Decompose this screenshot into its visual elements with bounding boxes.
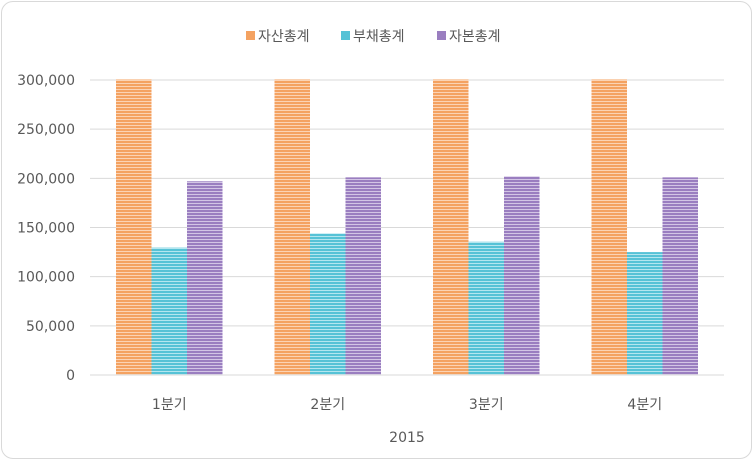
x-tick-label: 1분기 bbox=[152, 397, 187, 413]
y-tick-label: 150,000 bbox=[17, 221, 75, 237]
y-tick-label: 0 bbox=[66, 368, 75, 384]
y-axis-ticks: 0 50,000 100,000 150,000 200,000 250,000 300,0… bbox=[17, 73, 75, 384]
y-tick-label: 100,000 bbox=[17, 270, 75, 286]
bar-liability-1 bbox=[151, 247, 187, 375]
bar-asset-1 bbox=[116, 79, 152, 375]
x-tick-label: 3분기 bbox=[469, 397, 504, 413]
legend-label-equity: 자본총계 bbox=[449, 29, 501, 45]
x-axis-title: 2015 bbox=[389, 430, 425, 446]
bar-equity-1 bbox=[187, 181, 223, 375]
bar-liability-2 bbox=[310, 233, 346, 375]
bar-equity-3 bbox=[504, 176, 540, 375]
y-tick-label: 200,000 bbox=[17, 171, 75, 187]
bar-liability-3 bbox=[468, 241, 504, 375]
bar-asset-4 bbox=[591, 79, 627, 375]
chart-legend: 자산총계 부채총계 자본총계 bbox=[246, 29, 501, 45]
bar-asset-3 bbox=[433, 79, 469, 375]
legend-label-liability: 부채총계 bbox=[353, 29, 405, 45]
y-tick-label: 50,000 bbox=[26, 319, 75, 335]
bar-asset-2 bbox=[274, 79, 310, 375]
legend-swatch-liability bbox=[341, 31, 350, 40]
legend-label-asset: 자산총계 bbox=[258, 29, 310, 45]
y-tick-label: 300,000 bbox=[17, 73, 75, 89]
x-axis-ticks: 1분기 2분기 3분기 4분기 bbox=[152, 397, 662, 413]
y-tick-label: 250,000 bbox=[17, 122, 75, 138]
x-tick-label: 4분기 bbox=[627, 397, 662, 413]
bar-equity-2 bbox=[345, 177, 381, 375]
x-tick-label: 2분기 bbox=[310, 397, 345, 413]
legend-swatch-asset bbox=[246, 31, 255, 40]
bar-liability-4 bbox=[627, 252, 663, 375]
bars bbox=[116, 79, 698, 375]
legend-swatch-equity bbox=[437, 31, 446, 40]
bar-equity-4 bbox=[662, 177, 698, 375]
